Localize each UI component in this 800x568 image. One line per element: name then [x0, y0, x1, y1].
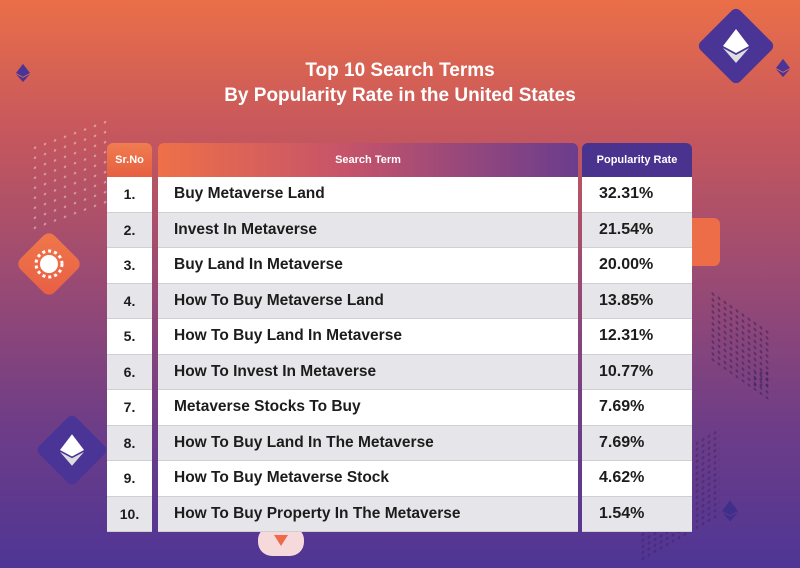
table-cell-search-term: Buy Land In Metaverse [158, 248, 578, 284]
table-cell-popularity-rate: 10.77% [582, 354, 692, 390]
title-line-2: By Popularity Rate in the United States [224, 85, 576, 106]
table-cell-sr-no: 4. [107, 283, 152, 319]
header-sr-no: Sr.No [107, 143, 152, 177]
table-cell-sr-no: 10. [107, 496, 152, 532]
table-cell-popularity-rate: 21.54% [582, 212, 692, 248]
table-cell-popularity-rate: 13.85% [582, 283, 692, 319]
ethereum-icon [16, 60, 30, 91]
arrow-down-icon [274, 535, 288, 546]
dot-pattern-small [752, 370, 772, 390]
table-cell-sr-no: 2. [107, 212, 152, 248]
table-cell-sr-no: 8. [107, 425, 152, 461]
chart-title: Top 10 Search Terms By Popularity Rate i… [0, 58, 800, 108]
table-cell-search-term: How To Buy Metaverse Stock [158, 461, 578, 497]
table-cell-popularity-rate: 7.69% [582, 390, 692, 426]
table-cell-search-term: Buy Metaverse Land [158, 177, 578, 213]
column-popularity-rate: 32.31% 21.54% 20.00% 13.85% 12.31% 10.77% 7.69… [582, 177, 692, 532]
header-popularity-rate: Popularity Rate [582, 143, 692, 177]
table-cell-search-term: How To Buy Property In The Metaverse [158, 496, 578, 532]
table-cell-search-term: Invest In Metaverse [158, 212, 578, 248]
table-cell-sr-no: 9. [107, 461, 152, 497]
ethereum-diamond-top-right [696, 6, 776, 86]
table-cell-sr-no: 1. [107, 177, 152, 213]
ethereum-icon [46, 424, 98, 476]
table-cell-sr-no: 7. [107, 390, 152, 426]
header-search-term: Search Term [158, 143, 578, 177]
table-cell-search-term: How To Buy Metaverse Land [158, 283, 578, 319]
table-cell-search-term: How To Invest In Metaverse [158, 354, 578, 390]
table-cell-sr-no: 3. [107, 248, 152, 284]
table-cell-sr-no: 5. [107, 319, 152, 355]
ethereum-icon [722, 496, 738, 531]
table-cell-sr-no: 6. [107, 354, 152, 390]
table-cell-popularity-rate: 20.00% [582, 248, 692, 284]
dot-pattern-left [30, 115, 110, 235]
table-cell-search-term: How To Buy Land In Metaverse [158, 319, 578, 355]
table-cell-popularity-rate: 32.31% [582, 177, 692, 213]
title-line-1: Top 10 Search Terms [305, 60, 495, 81]
ethereum-icon [776, 56, 790, 85]
table-cell-popularity-rate: 12.31% [582, 319, 692, 355]
column-sr-no: 1. 2. 3. 4. 5. 6. 7. 8. 9. 10. [107, 177, 152, 532]
table-cell-popularity-rate: 4.62% [582, 461, 692, 497]
gear-icon [25, 240, 73, 288]
ethereum-diamond-bottom-left [35, 413, 109, 487]
table-cell-popularity-rate: 7.69% [582, 425, 692, 461]
table-cell-popularity-rate: 1.54% [582, 496, 692, 532]
ethereum-icon [708, 18, 764, 74]
gear-diamond [15, 230, 83, 298]
table-cell-search-term: How To Buy Land In The Metaverse [158, 425, 578, 461]
column-search-term: Buy Metaverse Land Invest In Metaverse Buy… [158, 177, 578, 532]
table-cell-search-term: Metaverse Stocks To Buy [158, 390, 578, 426]
